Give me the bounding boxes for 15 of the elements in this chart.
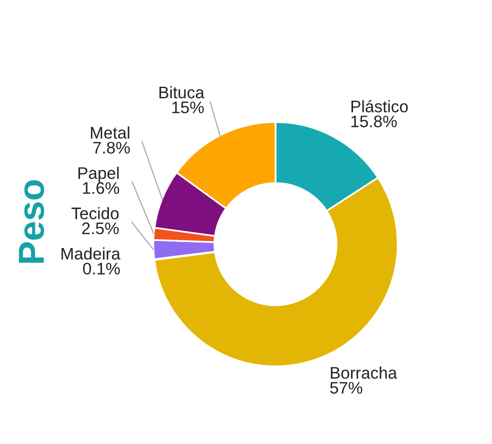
slice-label: Tecido xyxy=(72,207,119,220)
slice-label: Metal xyxy=(90,126,130,139)
text: Peso xyxy=(18,180,44,263)
slice-label: Madeira xyxy=(62,247,120,260)
slice-label: Bituca xyxy=(159,86,204,98)
data-label: 2.5% xyxy=(82,222,119,234)
data-label: 0.1% xyxy=(83,262,120,275)
data-label: 7.8% xyxy=(93,142,130,154)
slice-label: Papel xyxy=(78,166,119,182)
data-label: 1.6% xyxy=(83,182,120,194)
data-label: 15.8% xyxy=(351,116,397,128)
data-label: 57% xyxy=(330,382,362,394)
slice-label: Plástico xyxy=(351,100,408,112)
slice-label: Borracha xyxy=(330,366,398,379)
data-label: 15% xyxy=(172,102,204,114)
